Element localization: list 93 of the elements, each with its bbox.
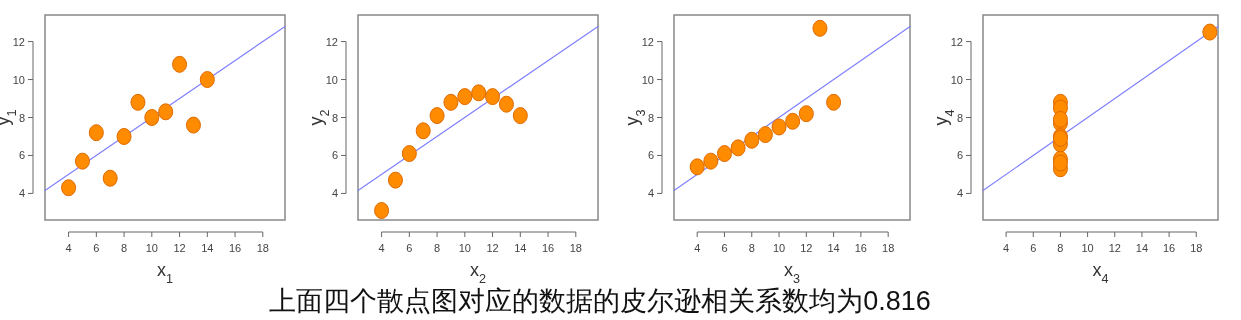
x-tick-label: 18 (1190, 242, 1203, 254)
x-tick-label: 14 (827, 242, 840, 254)
x-axis-title: x$_{2}$ (469, 260, 487, 286)
x-tick-label: 12 (1108, 242, 1121, 254)
y-tick-label: 4 (956, 187, 963, 200)
point (144, 109, 160, 126)
x-tick-label: 4 (65, 242, 72, 254)
point (415, 122, 431, 140)
y-tick-label: 12 (641, 35, 654, 48)
x-tick-label: 6 (406, 242, 413, 254)
y-tick-label: 4 (331, 187, 338, 200)
point (387, 171, 403, 189)
point (1052, 154, 1068, 172)
point (730, 139, 746, 157)
y-tick-label: 8 (18, 111, 25, 124)
point (443, 93, 459, 111)
x-tick-label: 8 (434, 242, 441, 254)
x-tick-label: 4 (694, 242, 701, 254)
y-tick-label: 12 (950, 35, 963, 48)
point (498, 95, 514, 113)
point (812, 19, 828, 37)
x-tick-label: 10 (145, 242, 158, 254)
point (1202, 23, 1218, 41)
point (1052, 110, 1068, 128)
x-tick-label: 16 (541, 242, 555, 254)
y-tick-label: 6 (647, 149, 654, 162)
x-tick-label: 14 (1135, 242, 1149, 254)
x-axis-title: x$_{3}$ (783, 260, 801, 286)
x-tick-label: 12 (800, 242, 813, 254)
x-tick-label: 16 (1162, 242, 1176, 254)
y-tick-label: 6 (18, 149, 25, 162)
y-tick-label: 8 (331, 111, 338, 124)
x-tick-label: 14 (201, 242, 214, 254)
y-tick-label: 4 (647, 187, 654, 200)
point (130, 93, 146, 111)
y-tick-label: 4 (18, 187, 25, 200)
point (457, 88, 473, 106)
point (689, 158, 705, 176)
x-tick-label: 10 (458, 242, 471, 254)
point (61, 179, 77, 197)
x-tick-label: 10 (772, 242, 786, 254)
x-tick-label: 6 (1030, 242, 1037, 254)
y-tick-label: 10 (950, 73, 963, 86)
x-tick-label: 4 (378, 242, 385, 254)
x-tick-label: 8 (748, 242, 755, 254)
y-tick-label: 10 (325, 73, 338, 86)
point (757, 126, 773, 144)
point (716, 145, 732, 163)
point (374, 202, 390, 220)
point (512, 107, 528, 125)
y-tick-label: 12 (325, 35, 338, 48)
y-tick-label: 10 (641, 73, 654, 86)
point (744, 131, 760, 149)
x-tick-label: 10 (1081, 242, 1094, 254)
x-tick-label: 16 (228, 242, 242, 254)
point (485, 88, 501, 106)
point (703, 152, 719, 170)
x-axis-title: x$_{4}$ (1092, 260, 1109, 286)
point (102, 169, 118, 187)
point (471, 84, 487, 102)
x-tick-label: 14 (514, 242, 527, 254)
y-tick-label: 6 (956, 149, 963, 162)
x-tick-label: 6 (93, 242, 100, 254)
point (826, 93, 842, 111)
x-tick-label: 8 (1057, 242, 1064, 254)
point (185, 116, 201, 134)
x-tick-label: 16 (854, 242, 868, 254)
x-tick-label: 18 (882, 242, 895, 254)
y-tick-label: 8 (647, 111, 654, 124)
x-tick-label: 18 (256, 242, 269, 254)
point (429, 107, 445, 125)
x-axis-title: x$_{1}$ (156, 260, 174, 286)
text: 上面四个散点图对应的数据的皮尔逊相关系数均为0.816 (269, 286, 931, 316)
x-tick-label: 12 (486, 242, 499, 254)
point (401, 145, 417, 163)
point (74, 152, 90, 170)
point (798, 105, 814, 123)
x-tick-label: 12 (173, 242, 186, 254)
x-tick-label: 8 (121, 242, 128, 254)
x-tick-label: 6 (721, 242, 728, 254)
point (88, 124, 104, 142)
x-tick-label: 4 (1003, 242, 1010, 254)
point (771, 118, 787, 136)
y-tick-label: 12 (12, 35, 25, 48)
point (158, 103, 174, 121)
x-tick-label: 18 (569, 242, 582, 254)
y-tick-label: 10 (12, 73, 25, 86)
point (116, 127, 132, 145)
point (785, 112, 801, 130)
point (199, 71, 215, 89)
y-tick-label: 8 (956, 111, 963, 124)
point (172, 55, 188, 73)
y-tick-label: 6 (331, 149, 338, 162)
